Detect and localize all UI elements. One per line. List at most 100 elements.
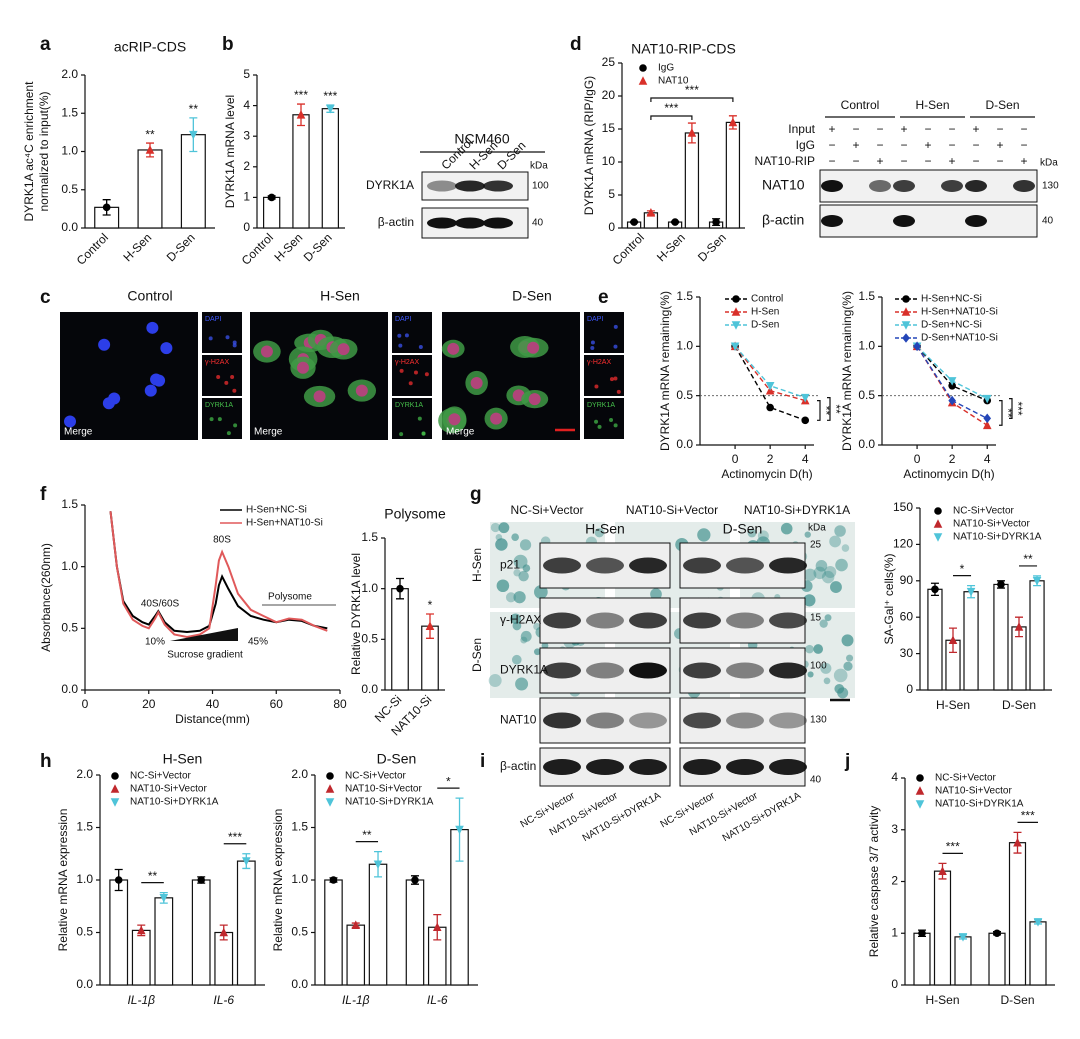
blot-row-label: DYRK1A [366, 178, 414, 192]
channel-spot [613, 376, 618, 381]
channel-spot [232, 343, 237, 348]
y-axis-label: Relative mRNA expression [56, 809, 70, 952]
significance-bracket [650, 115, 693, 120]
stained-cell [515, 677, 529, 691]
y-tick-label: 60 [900, 609, 914, 623]
y-tick-label: 0.0 [61, 682, 78, 696]
significance-bracket [650, 97, 734, 102]
stained-cell [833, 668, 848, 683]
channel-label: DYRK1A [205, 402, 233, 409]
blot-band [769, 557, 807, 574]
stained-cell [495, 538, 508, 551]
stained-cell [823, 677, 831, 685]
panel-label: h [40, 751, 52, 772]
stained-cell [841, 634, 854, 647]
blot-row-label: NAT10 [762, 177, 805, 193]
marker [730, 342, 740, 352]
y-tick-label: 1 [891, 925, 898, 939]
stained-cell [820, 662, 832, 674]
condition-sign: + [972, 122, 979, 136]
channel-spot [217, 417, 222, 422]
x-tick-label: IL-1β [342, 993, 370, 1007]
marker [242, 857, 251, 866]
y-tick-label: 1.0 [76, 872, 93, 886]
micrograph [60, 312, 198, 440]
significance: ** [819, 406, 833, 416]
annotation: 10% [145, 637, 165, 648]
blot-band [683, 712, 721, 729]
blot-title: NCM460 [454, 131, 509, 147]
marker [1014, 622, 1024, 631]
blot-row-label: β-actin [762, 212, 804, 228]
blot-band [543, 557, 581, 574]
marker [966, 587, 976, 597]
legend-label: H-Sen+NAT10-Si [921, 307, 998, 318]
y-tick-label: 1.5 [361, 530, 378, 544]
significance: ** [829, 404, 843, 414]
bar [324, 879, 343, 986]
image-column-label: NAT10-Si+Vector [626, 503, 718, 517]
bar [1029, 580, 1045, 691]
channel-spot [609, 377, 614, 382]
stained-cell [534, 585, 548, 599]
legend-label: IgG [658, 63, 674, 74]
blot-band [726, 662, 764, 679]
group-label: H-Sen [585, 521, 625, 537]
legend-marker [638, 76, 648, 85]
x-tick-label: 0 [914, 452, 921, 466]
marker [948, 635, 958, 645]
significance: *** [664, 101, 678, 115]
y-tick-label: 1.0 [858, 339, 875, 353]
y-tick-label: 1.5 [76, 820, 93, 834]
blot-row-label: γ-H2AX [500, 613, 541, 627]
significance: ** [189, 102, 199, 116]
condition-sign: − [1020, 138, 1027, 152]
condition-sign: + [996, 138, 1003, 152]
condition-sign: − [996, 154, 1003, 168]
blot-band [427, 180, 457, 192]
stained-cell [533, 648, 541, 656]
marker [982, 394, 992, 404]
x-tick-label: IL-6 [427, 993, 448, 1007]
panel-label: c [40, 287, 51, 308]
y-tick-label: 5 [608, 187, 615, 201]
channel-image [392, 398, 432, 439]
legend-label: H-Sen+NC-Si [246, 505, 307, 516]
significance: *** [1011, 401, 1025, 415]
significance-bracket [1009, 398, 1013, 419]
bar [321, 108, 339, 229]
channel-spot [613, 423, 618, 428]
y-tick-label: 1.5 [61, 497, 78, 511]
condition-sign: − [972, 138, 979, 152]
channel-label: γ-H2AX [205, 359, 229, 366]
x-tick-label: 40 [206, 697, 220, 711]
blot-band [821, 215, 843, 227]
chart-title: H-Sen [163, 751, 203, 767]
bar [963, 591, 979, 691]
y-axis-label: DYRK1A mRNA remaining(%) [840, 291, 854, 451]
bar [913, 932, 931, 986]
chart-title: NAT10-RIP-CDS [631, 41, 736, 57]
bar [391, 588, 409, 691]
condition-sign: − [828, 138, 835, 152]
blot-band [726, 712, 764, 729]
condition-sign: − [852, 154, 859, 168]
nucleus [470, 376, 483, 389]
legend-label: NC-Si+Vector [935, 773, 997, 784]
blot-band [683, 662, 721, 679]
marker [931, 585, 939, 594]
data-line [109, 511, 328, 639]
blot-band [965, 215, 987, 227]
channel-spot [613, 344, 618, 349]
channel-spot [399, 368, 404, 373]
marker [1033, 918, 1043, 927]
blot-band [683, 612, 721, 629]
panel-label: i [480, 751, 485, 772]
channel-spot [421, 431, 426, 436]
bar [684, 132, 700, 229]
y-tick-label: 2 [243, 159, 250, 173]
channel-spot [397, 333, 402, 338]
nucleus [160, 342, 173, 355]
y-tick-label: 0 [906, 682, 913, 696]
x-tick-label: 2 [767, 452, 774, 466]
